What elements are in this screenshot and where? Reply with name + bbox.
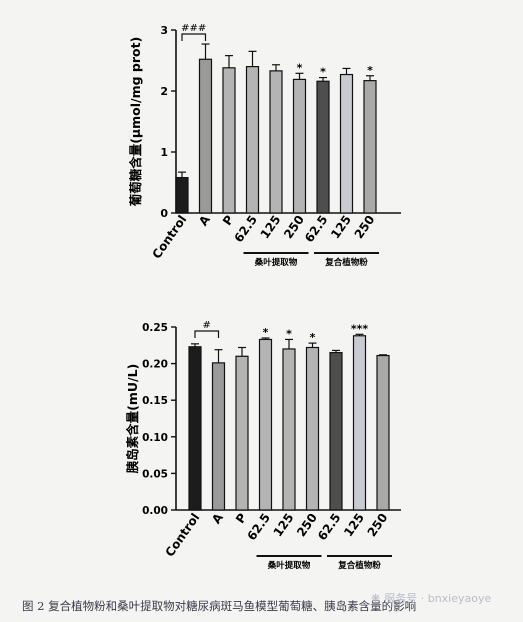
- y-tick-label: 0.05: [142, 468, 168, 480]
- bar: [188, 346, 202, 511]
- bar: [305, 346, 320, 511]
- group-label: 桑叶提取物: [267, 560, 311, 571]
- category-label: P: [220, 213, 237, 228]
- y-tick-label: 0.25: [142, 322, 168, 334]
- y-tick-label: 0.00: [142, 505, 168, 517]
- significance-mark: *: [263, 326, 269, 339]
- bar: [363, 80, 377, 214]
- chart-2: 0.00 0.05 0.10 0.15 0.20 0.25 胰岛素含量(mU/L) Contr…: [125, 320, 401, 571]
- bar: [198, 58, 213, 214]
- bar: [269, 70, 283, 214]
- bar: [329, 352, 343, 511]
- significance-mark: *: [297, 61, 303, 74]
- significance-mark: *: [286, 327, 292, 340]
- bar: [258, 338, 273, 511]
- category-label: 62.5: [232, 213, 260, 245]
- bar: [245, 65, 260, 214]
- bar: [211, 362, 226, 511]
- group-label: 桑叶提取物: [254, 257, 298, 268]
- y-axis-title: 胰岛素含量(mU/L): [125, 364, 140, 474]
- y-tick-label: 0.20: [142, 359, 168, 371]
- bar: [316, 80, 330, 214]
- category-label: 62.5: [302, 213, 330, 245]
- comparison-bracket: [194, 330, 220, 338]
- bar: [282, 348, 296, 511]
- bar: [235, 355, 249, 511]
- significance-mark: *: [310, 331, 316, 344]
- category-label: P: [233, 511, 250, 526]
- category-label: 62.5: [315, 511, 343, 543]
- significance-mark: *: [320, 66, 326, 79]
- bar: [339, 73, 354, 214]
- category-label: 62.5: [245, 511, 273, 543]
- category-label: A: [209, 510, 226, 526]
- y-tick-label: 0: [160, 207, 168, 220]
- category-label: A: [196, 212, 213, 228]
- category-label: 125: [328, 213, 354, 242]
- comparison-mark: #: [203, 320, 211, 331]
- category-label: 250: [352, 213, 378, 242]
- bar: [352, 335, 367, 511]
- group-label: 复合植物粉: [324, 257, 368, 268]
- category-label: 125: [271, 511, 297, 540]
- bar: [376, 354, 390, 511]
- y-tick-label: 1: [160, 146, 168, 159]
- significance-mark: *: [367, 64, 373, 77]
- significance-mark: ***: [351, 322, 369, 335]
- y-tick-label: 3: [160, 24, 168, 37]
- y-tick-label: 0.10: [142, 432, 168, 444]
- comparison-mark: ###: [181, 23, 206, 34]
- wechat-icon: ❋: [371, 592, 381, 605]
- category-label: 125: [258, 213, 284, 242]
- y-tick-label: 0.15: [142, 395, 168, 407]
- watermark-text: 服务号 · bnxieyaoye: [384, 592, 492, 605]
- category-label: 250: [365, 511, 391, 540]
- group-label: 复合植物粉: [337, 560, 381, 571]
- y-tick-label: 2: [160, 85, 168, 98]
- category-label: Control: [150, 213, 190, 262]
- bar: [175, 177, 189, 214]
- category-label: 125: [341, 511, 367, 540]
- bar: [222, 67, 236, 214]
- bar: [292, 78, 307, 214]
- comparison-bracket: [181, 33, 207, 41]
- figure-caption: 图 2 复合植物粉和桑叶提取物对糖尿病斑马鱼模型葡萄糖、胰岛素含量的影响: [22, 599, 417, 613]
- y-axis-title: 葡萄糖含量(μmol/mg prot): [128, 37, 143, 208]
- watermark: ❋ 服务号 · bnxieyaoye: [371, 590, 491, 606]
- category-label: Control: [163, 511, 203, 560]
